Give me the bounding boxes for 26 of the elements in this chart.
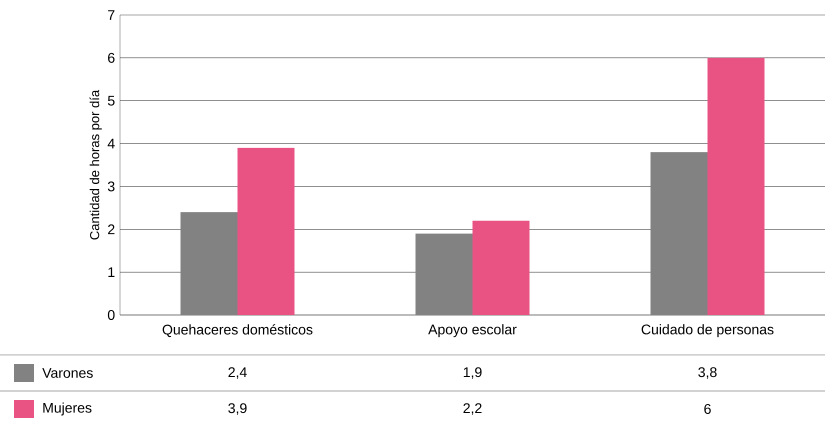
bar <box>416 234 472 315</box>
data-label: 6 <box>704 404 711 414</box>
y-tick-label: 5 <box>108 96 115 106</box>
data-label: 2,4 <box>228 367 247 379</box>
y-tick-label: 7 <box>108 10 114 20</box>
bar <box>650 152 708 315</box>
y-tick-label: 4 <box>108 138 115 148</box>
y-tick-label: 0 <box>108 310 115 320</box>
y-tick-label: 6 <box>108 52 115 63</box>
y-axis-title: Cantidad de horas por día <box>90 90 102 240</box>
bar <box>472 220 530 315</box>
data-label: 3,9 <box>228 403 247 415</box>
bar <box>180 212 238 315</box>
bar <box>708 58 765 315</box>
bar <box>238 148 294 315</box>
y-tick-label: 3 <box>108 181 115 192</box>
data-label: 2,2 <box>463 403 482 415</box>
legend-label: Mujeres <box>43 402 92 416</box>
x-tick-label: Quehaceres domésticos <box>162 324 312 338</box>
data-label: 3,8 <box>698 367 717 379</box>
y-tick-label: 1 <box>108 267 114 277</box>
x-tick-label: Cuidado de personas <box>642 324 774 338</box>
legend-label: Varones <box>42 368 93 378</box>
data-label: 1,9 <box>464 367 482 379</box>
x-tick-label: Apoyo escolar <box>428 324 517 338</box>
y-tick-label: 2 <box>108 224 114 234</box>
